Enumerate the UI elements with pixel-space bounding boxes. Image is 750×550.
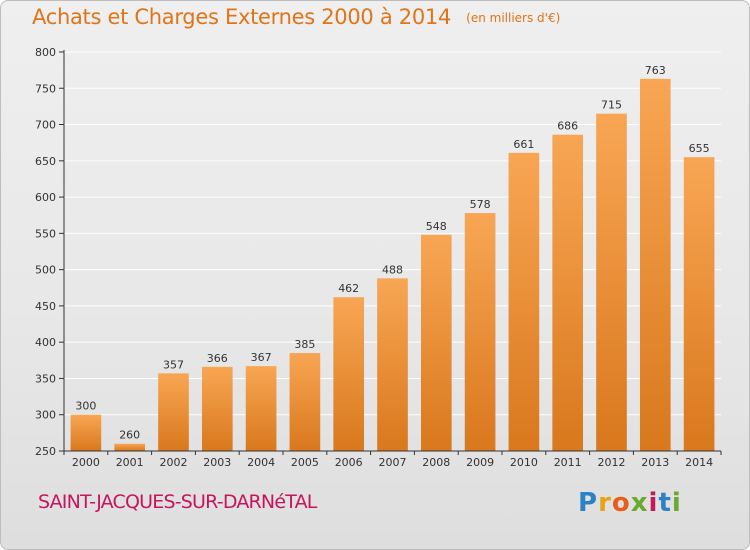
x-tick-label: 2012 <box>598 456 626 469</box>
logo-letter: i <box>648 488 659 518</box>
bar-2009 <box>464 213 496 451</box>
data-label-2008: 548 <box>426 220 447 233</box>
chart-title: Achats et Charges Externes 2000 à 2014 <box>32 5 452 29</box>
chart-title-row: Achats et Charges Externes 2000 à 2014 (… <box>32 5 560 29</box>
y-tick-label: 550 <box>35 227 56 240</box>
x-tick-label: 2007 <box>379 456 407 469</box>
y-tick-label: 600 <box>35 191 56 204</box>
x-tick-label: 2014 <box>685 456 713 469</box>
y-tick-label: 750 <box>35 82 56 95</box>
data-label-2012: 715 <box>601 99 622 112</box>
bar-2010 <box>508 152 540 451</box>
proxiti-logo: Proxiti <box>578 488 682 518</box>
logo-letter: t <box>658 488 672 518</box>
y-tick-label: 350 <box>35 372 56 385</box>
bar-2008 <box>420 234 452 451</box>
bar-2012 <box>596 113 627 451</box>
data-label-2013: 763 <box>645 64 666 77</box>
x-tick-label: 2010 <box>510 456 538 469</box>
y-tick-label: 650 <box>35 155 56 168</box>
logo-letter: i <box>671 488 682 518</box>
logo-letter: r <box>598 488 612 518</box>
data-label-2007: 488 <box>382 263 403 276</box>
logo-letter: o <box>611 488 631 518</box>
data-label-2010: 661 <box>513 138 534 151</box>
data-label-2000: 300 <box>75 400 96 413</box>
data-label-2011: 686 <box>557 120 578 133</box>
x-tick-label: 2005 <box>291 456 319 469</box>
x-tick-label: 2001 <box>116 456 144 469</box>
bar-2003 <box>201 366 233 451</box>
x-tick-label: 2006 <box>335 456 363 469</box>
data-label-2009: 578 <box>470 198 491 211</box>
data-label-2002: 357 <box>163 358 184 371</box>
bar-2002 <box>158 373 189 451</box>
data-label-2003: 366 <box>207 352 228 365</box>
y-tick-label: 450 <box>35 300 56 313</box>
logo-letter: P <box>578 488 599 518</box>
data-label-2005: 385 <box>294 338 315 351</box>
y-tick-label: 800 <box>35 46 56 59</box>
x-tick-label: 2000 <box>72 456 100 469</box>
x-tick-label: 2011 <box>554 456 582 469</box>
y-tick-label: 250 <box>35 445 56 458</box>
x-tick-label: 2013 <box>641 456 669 469</box>
bar-2006 <box>333 297 365 451</box>
x-tick-label: 2009 <box>466 456 494 469</box>
chart-subtitle: (en milliers d'€) <box>466 11 561 25</box>
bar-2007 <box>377 278 408 451</box>
data-label-2004: 367 <box>251 351 272 364</box>
x-tick-label: 2002 <box>160 456 188 469</box>
y-tick-label: 300 <box>35 409 56 422</box>
bars <box>70 78 715 451</box>
y-tick-label: 700 <box>35 119 56 132</box>
x-tick-label: 2003 <box>203 456 231 469</box>
bar-2000 <box>70 414 102 451</box>
bar-2005 <box>289 353 321 451</box>
x-tick-label: 2004 <box>247 456 275 469</box>
data-label-2014: 655 <box>689 142 710 155</box>
bar-2014 <box>683 157 715 451</box>
data-label-2001: 260 <box>119 429 140 442</box>
bar-2011 <box>552 134 584 451</box>
commune-name: SAINT-JACQUES-SUR-DARNéTAL <box>38 491 317 513</box>
bar-2004 <box>245 366 277 451</box>
bar-2013 <box>639 78 671 451</box>
x-tick-label: 2008 <box>422 456 450 469</box>
y-tick-label: 400 <box>35 336 56 349</box>
labels: 250 300 350 400 450 500 550 600 650 700 750 800 300 2… <box>35 46 713 469</box>
y-tick-label: 500 <box>35 264 56 277</box>
axes <box>59 50 722 455</box>
logo-letter: x <box>630 488 649 518</box>
data-label-2006: 462 <box>338 282 359 295</box>
bar-2001 <box>114 443 146 451</box>
